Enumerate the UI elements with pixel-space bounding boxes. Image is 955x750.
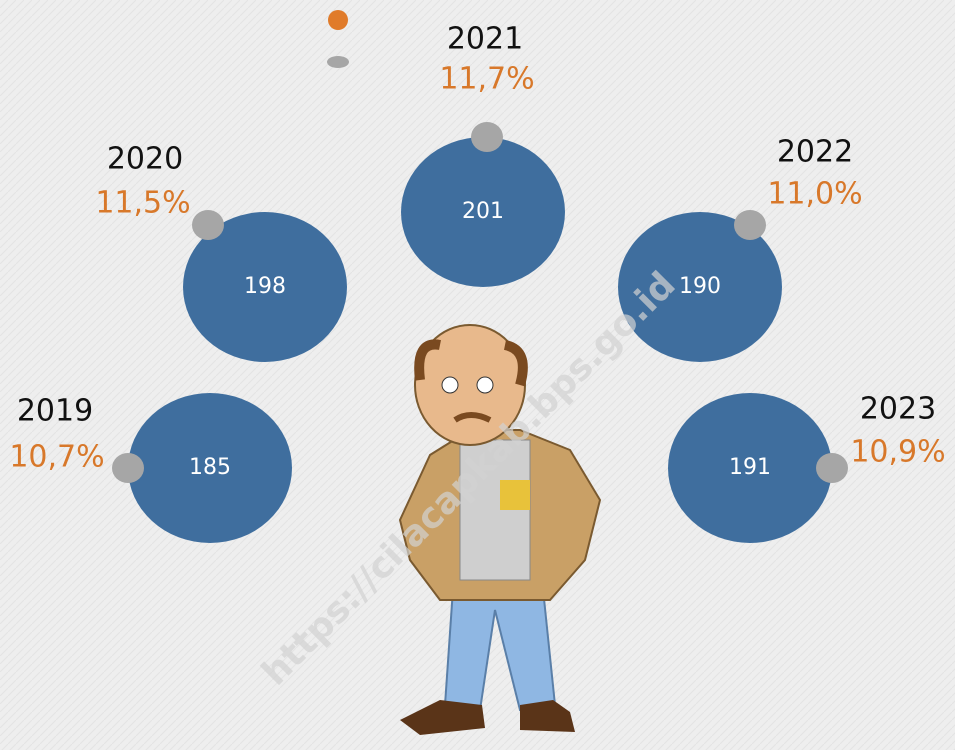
bubble — [183, 212, 347, 362]
percent-label: 10,7% — [9, 440, 104, 475]
legend-dot-orange — [328, 10, 348, 30]
connector-dot — [816, 453, 848, 483]
year-label: 2022 — [777, 135, 853, 170]
year-label: 2023 — [860, 392, 936, 427]
connector-dot — [734, 210, 766, 240]
legend-dot-gray — [327, 56, 349, 68]
bubble-value: 191 — [729, 455, 771, 480]
bubble-value: 198 — [244, 274, 286, 299]
percent-label: 10,9% — [850, 435, 945, 470]
year-label: 2020 — [107, 142, 183, 177]
bubble — [668, 393, 832, 543]
bubble-value: 185 — [189, 455, 231, 480]
year-label: 2019 — [17, 394, 93, 429]
bubble — [401, 137, 565, 287]
connector-dot — [471, 122, 503, 152]
year-label: 2021 — [447, 22, 523, 57]
bubble-value: 201 — [462, 199, 504, 224]
bubble — [618, 212, 782, 362]
bubble — [128, 393, 292, 543]
bubble-value: 190 — [679, 274, 721, 299]
percent-label: 11,5% — [95, 186, 190, 221]
percent-label: 11,0% — [767, 177, 862, 212]
percent-label: 11,7% — [439, 62, 534, 97]
items: 185 2019 10,7% 198 2020 11,5% 201 2021 11,7% 190 2… — [9, 22, 946, 543]
connector-dot — [112, 453, 144, 483]
cartoon-man — [398, 324, 602, 735]
connector-dot — [192, 210, 224, 240]
